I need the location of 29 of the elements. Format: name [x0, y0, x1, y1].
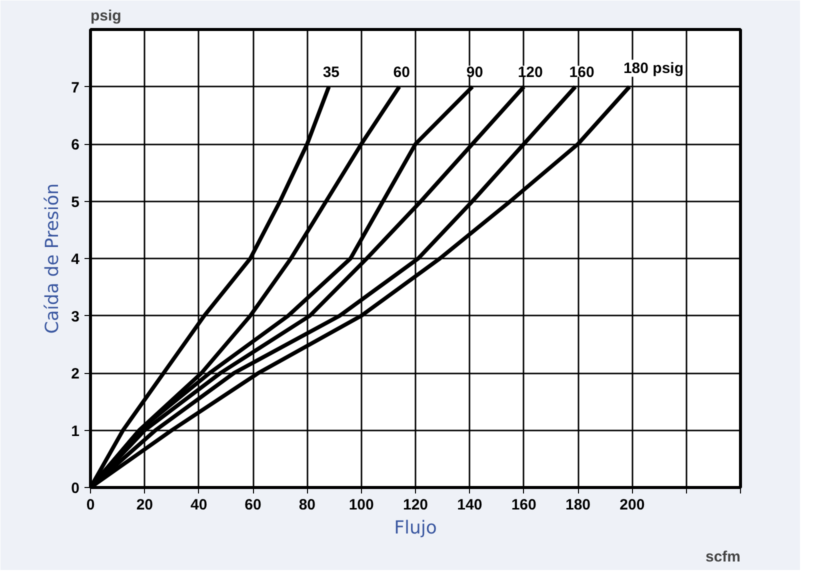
series-label: 60: [393, 64, 410, 81]
x-tick-label: 160: [511, 496, 536, 514]
x-tick-label: 140: [457, 496, 482, 514]
y-tick-label: 3: [71, 308, 80, 326]
series-label: 120: [518, 64, 543, 81]
series-label: 160: [569, 64, 594, 81]
y-axis-title: Caída de Presión: [42, 183, 64, 334]
x-tick-label: 20: [136, 496, 154, 514]
text: scfm: [705, 548, 741, 566]
x-tick-label: 200: [620, 496, 645, 514]
y-tick-label: 5: [71, 194, 80, 211]
y-tick-label: 2: [71, 366, 80, 382]
y-tick-label: 6: [71, 136, 80, 154]
x-tick-label: 80: [298, 496, 316, 514]
x-tick-label: 100: [348, 496, 374, 514]
y-tick-label: 7: [71, 79, 80, 96]
series-label: 180 psig: [623, 60, 684, 77]
text: psig: [90, 8, 122, 24]
x-tick-label: 180: [565, 496, 591, 514]
x-tick-label: 0: [86, 496, 95, 514]
x-axis-title: Flujo: [394, 518, 437, 538]
series-label: 90: [466, 64, 484, 81]
x-tick-label: 120: [402, 496, 428, 514]
y-tick-label: 0: [71, 480, 80, 497]
series-label: 35: [322, 64, 340, 81]
x-tick-label: 40: [190, 496, 208, 514]
x-tick-label: 60: [244, 496, 262, 514]
y-tick-label: 1: [71, 422, 80, 440]
y-tick-label: 4: [71, 251, 80, 268]
